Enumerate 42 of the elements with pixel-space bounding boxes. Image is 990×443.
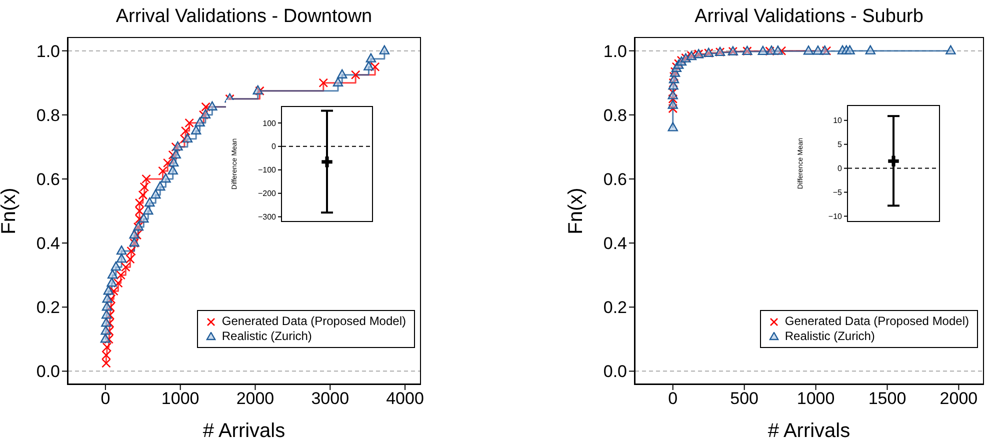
x-axis-title: # Arrivals: [768, 420, 850, 442]
x-tick-label: 500: [730, 389, 759, 408]
x-tick-label: 2000: [236, 389, 274, 408]
y-tick-label: 100: [262, 118, 277, 128]
x-tick-label: 3000: [311, 389, 350, 408]
y-tick-label: 5: [838, 140, 843, 150]
chart-title: Arrival Validations - Suburb: [694, 6, 924, 28]
y-tick-label: 0.6: [603, 170, 627, 189]
y-tick-label: 0.8: [36, 106, 60, 125]
y-tick-label: 0.0: [36, 362, 60, 382]
y-tick-label: 0: [838, 164, 843, 174]
y-tick-label: 0.0: [603, 362, 627, 382]
y-tick-label: −200: [258, 189, 277, 198]
x-tick-label: 1000: [796, 389, 835, 408]
y-tick-label: 0.4: [36, 234, 60, 254]
y-tick-label: 0.6: [36, 170, 60, 189]
legend-label: Realistic (Zurich): [784, 329, 875, 344]
y-tick-label: −300: [258, 212, 277, 222]
legend-label: Realistic (Zurich): [222, 329, 312, 344]
chart-title: Arrival Validations - Downtown: [114, 6, 374, 28]
y-axis-title: Fn(x): [0, 188, 20, 234]
y-tick-label: −100: [258, 166, 277, 175]
y-tick-label: 0.2: [36, 298, 60, 318]
x-tick-label: 1500: [868, 389, 906, 408]
legend-label: Generated Data (Proposed Model): [222, 314, 406, 329]
y-tick-label: 0.8: [603, 106, 627, 125]
y-tick-label: 0.4: [603, 234, 627, 254]
x-tick-label: 1000: [161, 389, 200, 408]
y-axis-title: Fn(x): [565, 188, 588, 234]
y-tick-label: 10: [833, 116, 843, 126]
legend-label: Generated Data (Proposed Model): [784, 314, 969, 329]
y-tick-label: −10: [828, 212, 843, 222]
y-tick-label: −5: [832, 188, 843, 198]
y-tick-label: 1.0: [603, 42, 627, 61]
x-tick-label: 2000: [940, 389, 978, 408]
y-tick-label: 0: [272, 142, 277, 152]
x-tick-label: 0: [100, 389, 110, 408]
y-tick-label: 0.2: [603, 298, 627, 318]
y-tick-label: 1.0: [36, 42, 60, 61]
x-axis-title: # Arrivals: [202, 420, 286, 442]
x-tick-label: 4000: [386, 389, 424, 408]
x-tick-label: 0: [668, 389, 678, 408]
